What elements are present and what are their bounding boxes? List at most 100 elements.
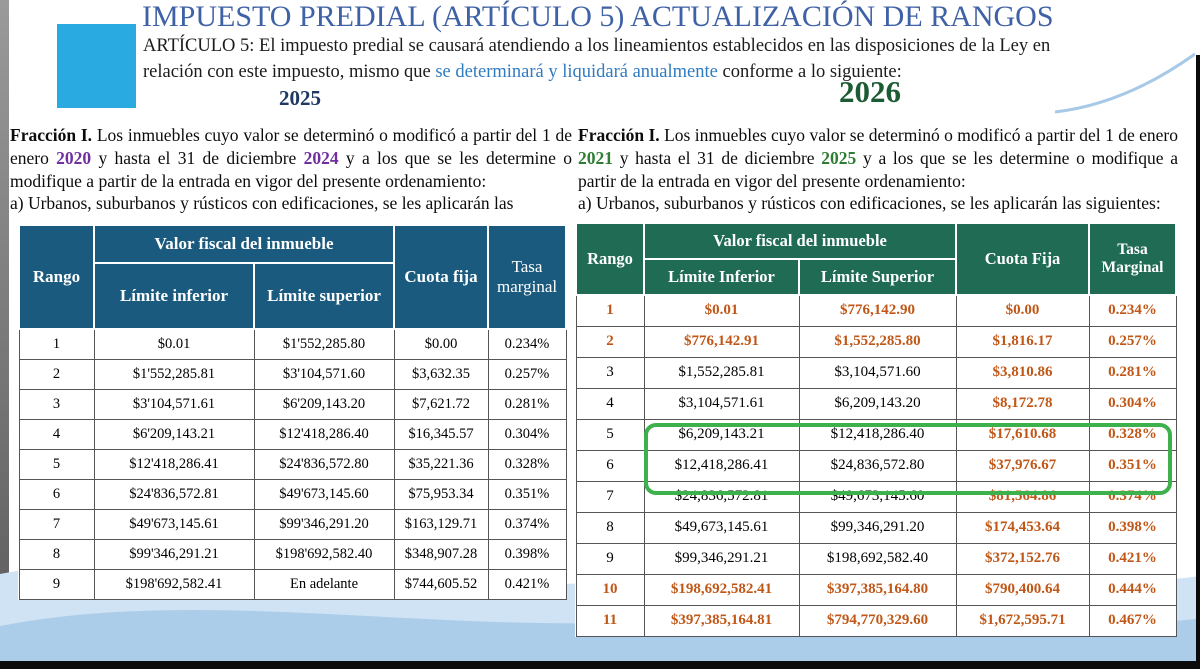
table-row: 1 $0.01 $776,142.90 $0.00 0.234% bbox=[575, 294, 1177, 327]
col-header-rango: Rango bbox=[18, 224, 95, 330]
cell-inf: $12'418,286.41 bbox=[93, 448, 255, 480]
col-header-tasa-marginal: Tasa Marginal bbox=[1088, 222, 1177, 296]
cell-sup: $776,142.90 bbox=[798, 294, 957, 327]
cell-rango: 5 bbox=[18, 448, 95, 480]
cell-cuota: $0.00 bbox=[955, 294, 1090, 327]
cell-inf: $198,692,582.41 bbox=[643, 573, 800, 606]
cell-rango: 3 bbox=[18, 388, 95, 420]
bottom-black-bar bbox=[0, 661, 1200, 669]
tax-table-2026-body: 1 $0.01 $776,142.90 $0.00 0.234% 2 $776,142.91… bbox=[575, 294, 1177, 637]
fraccion-text-2025: Fracción I. Los inmuebles cuyo valor se … bbox=[10, 124, 572, 215]
article-5-paragraph: ARTÍCULO 5: El impuesto predial se causa… bbox=[143, 33, 1101, 86]
table-row: 2 $1'552,285.81 $3'104,571.60 $3,632.35 0.25… bbox=[18, 358, 567, 390]
cell-cuota: $3,632.35 bbox=[393, 358, 489, 390]
year-end-2024: 2024 bbox=[303, 147, 339, 168]
table-row: 3 $3'104,571.61 $6'209,143.20 $7,621.72 0.28… bbox=[18, 388, 567, 420]
cell-tasa: 0.257% bbox=[487, 358, 567, 390]
cell-rango: 7 bbox=[575, 480, 645, 513]
fraccion-label: Fracción I. bbox=[10, 125, 93, 145]
table-row: 9 $198'692,582.41 En adelante $744,605.52 0.… bbox=[18, 568, 567, 600]
table-row: 8 $99'346,291.21 $198'692,582.40 $348,907.2… bbox=[18, 538, 567, 570]
cell-cuota: $372,152.76 bbox=[955, 542, 1090, 575]
cell-rango: 3 bbox=[575, 356, 645, 389]
cell-rango: 8 bbox=[18, 538, 95, 570]
corner-wave-line bbox=[1055, 52, 1195, 114]
fraccion-seg3: y a los que se les determine o modifique… bbox=[10, 147, 572, 191]
year-2026-heading: 2026 bbox=[839, 74, 901, 109]
table-row: 4 $6'209,143.21 $12'418,286.40 $16,345.57 0.… bbox=[18, 418, 567, 450]
cell-inf: $6'209,143.21 bbox=[93, 418, 255, 450]
cell-cuota: $790,400.64 bbox=[955, 573, 1090, 606]
col-header-valor-fiscal: Valor fiscal del inmueble bbox=[643, 222, 957, 260]
cell-tasa: 0.421% bbox=[487, 568, 567, 600]
cell-cuota: $1,672,595.71 bbox=[955, 604, 1090, 637]
cell-rango: 6 bbox=[18, 478, 95, 510]
table-row: 3 $1,552,285.81 $3,104,571.60 $3,810.86 0.28… bbox=[575, 356, 1177, 389]
table-row: 4 $3,104,571.61 $6,209,143.20 $8,172.78 0.30… bbox=[575, 387, 1177, 420]
cell-rango: 5 bbox=[575, 418, 645, 451]
cell-sup: $24,836,572.80 bbox=[798, 449, 957, 482]
cell-inf: $1'552,285.81 bbox=[93, 358, 255, 390]
cell-inf: $6,209,143.21 bbox=[643, 418, 800, 451]
table-row: 9 $99,346,291.21 $198,692,582.40 $372,152.7… bbox=[575, 542, 1177, 575]
table-row: 5 $6,209,143.21 $12,418,286.40 $17,610.68 0.… bbox=[575, 418, 1177, 451]
page-title: IMPUESTO PREDIAL (ARTÍCULO 5) ACTUALIZAC… bbox=[142, 0, 1054, 33]
cell-sup: $1,552,285.80 bbox=[798, 325, 957, 358]
cell-tasa: 0.234% bbox=[1088, 294, 1177, 327]
fraccion-seg1: Los inmuebles cuyo valor se determinó o … bbox=[10, 125, 572, 168]
table-row: 11 $397,385,164.81 $794,770,329.60 $1,672,5… bbox=[575, 604, 1177, 637]
cell-tasa: 0.444% bbox=[1088, 573, 1177, 606]
cell-sup: En adelante bbox=[253, 568, 395, 600]
cell-tasa: 0.421% bbox=[1088, 542, 1177, 575]
cell-sup: $49,673,145.60 bbox=[798, 480, 957, 513]
col-header-rango: Rango bbox=[575, 222, 645, 296]
cell-cuota: $744,605.52 bbox=[393, 568, 489, 600]
fraccion-seg2: y hasta el 31 de diciembre bbox=[613, 147, 822, 168]
col-header-limite-inferior: Límite inferior bbox=[93, 262, 255, 330]
inciso-a-text: a) Urbanos, suburbanos y rústicos con ed… bbox=[578, 193, 1161, 214]
cell-inf: $49,673,145.61 bbox=[643, 511, 800, 544]
cell-tasa: 0.257% bbox=[1088, 325, 1177, 358]
cell-tasa: 0.281% bbox=[487, 388, 567, 420]
fraccion-seg3: y a los que se les determine o modifique… bbox=[578, 147, 1178, 191]
article-text-2: conforme a lo siguiente: bbox=[717, 62, 902, 83]
year-2025-heading: 2025 bbox=[279, 86, 321, 110]
cell-cuota: $8,172.78 bbox=[955, 387, 1090, 420]
cell-tasa: 0.328% bbox=[487, 448, 567, 480]
cell-rango: 8 bbox=[575, 511, 645, 544]
cell-sup: $99'346,291.20 bbox=[253, 508, 395, 540]
cell-tasa: 0.304% bbox=[1088, 387, 1177, 420]
col-header-limite-superior: Límite superior bbox=[252, 262, 396, 330]
cell-sup: $3,104,571.60 bbox=[798, 356, 957, 389]
cell-cuota: $37,976.67 bbox=[955, 449, 1090, 482]
cell-inf: $99,346,291.21 bbox=[643, 542, 800, 575]
cell-sup: $24'836,572.80 bbox=[253, 448, 395, 480]
cell-tasa: 0.351% bbox=[1088, 449, 1177, 482]
cell-cuota: $3,810.86 bbox=[955, 356, 1090, 389]
year-start-2020: 2020 bbox=[56, 147, 92, 168]
col-header-limite-superior: Límite Superior bbox=[798, 258, 957, 296]
table-row: 2 $776,142.91 $1,552,285.80 $1,816.17 0.257% bbox=[575, 325, 1177, 358]
table-row: 1 $0.01 $1'552,285.80 $0.00 0.234% bbox=[18, 328, 567, 360]
cell-sup: $6,209,143.20 bbox=[798, 387, 957, 420]
fraccion-seg1: Los inmuebles cuyo valor se determinó o … bbox=[659, 125, 1178, 145]
fraccion-seg2: y hasta el 31 de diciembre bbox=[91, 147, 304, 168]
cell-cuota: $7,621.72 bbox=[393, 388, 489, 420]
cell-inf: $3,104,571.61 bbox=[643, 387, 800, 420]
tax-table-2025-body: 1 $0.01 $1'552,285.80 $0.00 0.234% 2 $1'552,28… bbox=[18, 328, 567, 600]
cell-sup: $99,346,291.20 bbox=[798, 511, 957, 544]
table-row: 5 $12'418,286.41 $24'836,572.80 $35,221.36 0… bbox=[18, 448, 567, 480]
cell-cuota: $35,221.36 bbox=[393, 448, 489, 480]
cell-rango: 2 bbox=[18, 358, 95, 390]
cell-sup: $198'692,582.40 bbox=[253, 538, 395, 570]
cell-tasa: 0.374% bbox=[487, 508, 567, 540]
cell-rango: 1 bbox=[18, 328, 95, 360]
cell-tasa: 0.467% bbox=[1088, 604, 1177, 637]
table-row: 8 $49,673,145.61 $99,346,291.20 $174,453.64… bbox=[575, 511, 1177, 544]
cell-tasa: 0.374% bbox=[1088, 480, 1177, 513]
cell-sup: $12,418,286.40 bbox=[798, 418, 957, 451]
cell-inf: $0.01 bbox=[643, 294, 800, 327]
cell-cuota: $163,129.71 bbox=[393, 508, 489, 540]
cell-rango: 10 bbox=[575, 573, 645, 606]
